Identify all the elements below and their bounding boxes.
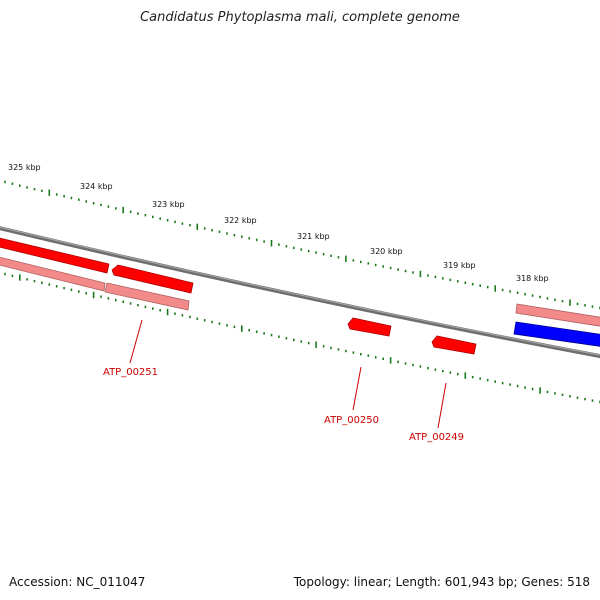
gene-feature[interactable] — [515, 303, 600, 327]
scale-label: 323 kbp — [152, 200, 185, 209]
gene-feature[interactable] — [0, 237, 110, 274]
accession-text: Accession: NC_011047 — [9, 575, 146, 589]
gene-label-atp-00250[interactable]: ATP_00250 — [324, 415, 379, 426]
scale-label: 325 kbp — [8, 163, 41, 172]
scale-labels: 325 kbp 324 kbp 323 kbp 322 kbp 321 kbp … — [8, 163, 549, 283]
gene-feature-reverse[interactable] — [513, 321, 600, 347]
scale-ticks-bottom — [4, 272, 600, 404]
genome-backbone — [0, 226, 600, 359]
gene-feature[interactable] — [104, 282, 190, 311]
feature-track-forward — [0, 237, 600, 327]
gene-atp-00249[interactable] — [431, 335, 477, 355]
genome-summary-text: Topology: linear; Length: 601,943 bp; Ge… — [293, 575, 590, 589]
gene-atp-00250[interactable] — [347, 317, 392, 337]
gene-feature[interactable] — [111, 264, 194, 294]
genome-backbone-highlight — [0, 226, 600, 356]
scale-label: 321 kbp — [297, 232, 330, 241]
scale-label: 319 kbp — [443, 261, 476, 270]
gene-callout-line — [352, 366, 362, 411]
gene-label-atp-00249[interactable]: ATP_00249 — [409, 432, 464, 443]
gene-feature[interactable] — [0, 256, 106, 292]
scale-label: 322 kbp — [224, 216, 257, 225]
gene-callouts: ATP_00251 ATP_00250 ATP_00249 — [103, 319, 464, 443]
scale-label: 318 kbp — [516, 274, 549, 283]
genome-title: Candidatus Phytoplasma mali, complete ge… — [140, 10, 460, 25]
scale-label: 324 kbp — [80, 182, 113, 191]
gene-callout-line — [129, 319, 143, 364]
feature-track-reverse — [0, 256, 600, 355]
scale-label: 320 kbp — [370, 247, 403, 256]
scale-ticks-top — [4, 180, 600, 310]
gene-label-atp-00251[interactable]: ATP_00251 — [103, 367, 158, 378]
gene-callout-line — [437, 382, 447, 429]
